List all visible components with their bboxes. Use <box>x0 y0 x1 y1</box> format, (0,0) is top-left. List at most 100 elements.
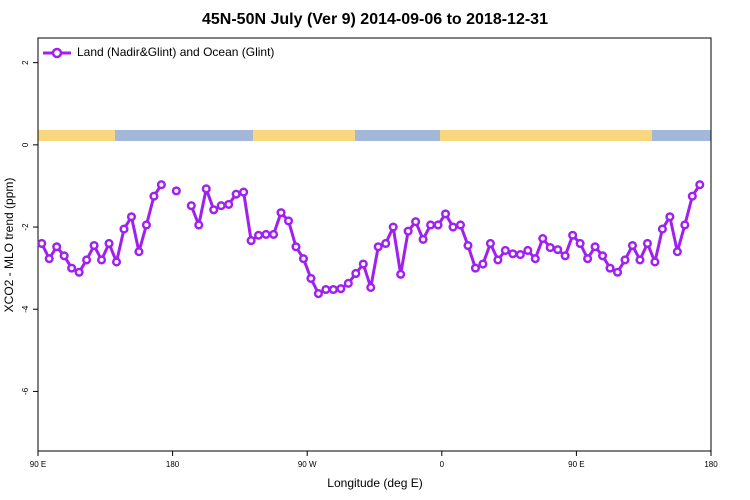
data-point <box>560 251 570 261</box>
data-point <box>545 243 555 253</box>
data-point <box>426 220 436 230</box>
data-point <box>216 201 226 211</box>
data-point <box>261 229 271 239</box>
data-point <box>635 255 645 265</box>
data-point <box>665 212 675 222</box>
x-tick-label: 90 W <box>298 460 317 469</box>
data-point <box>627 240 638 251</box>
y-tick-label: -6 <box>21 387 30 395</box>
data-point <box>119 224 129 234</box>
data-point <box>672 247 682 257</box>
legend-label: Land (Nadir&Glint) and Ocean (Glint) <box>77 45 274 59</box>
data-point <box>104 238 114 249</box>
data-point <box>298 254 309 264</box>
data-point <box>598 251 608 261</box>
data-point <box>306 273 316 283</box>
data-point <box>583 254 593 264</box>
data-point <box>37 238 47 249</box>
data-point <box>568 230 578 240</box>
x-tick-label: 90 E <box>568 460 584 469</box>
data-point <box>156 180 166 190</box>
data-point <box>44 254 54 264</box>
data-point <box>470 263 481 273</box>
data-point <box>553 245 563 255</box>
data-point <box>493 255 503 265</box>
data-point <box>538 233 548 244</box>
x-tick-label: 0 <box>440 460 445 469</box>
data-point <box>141 220 151 230</box>
data-point <box>134 247 144 257</box>
data-point <box>403 226 413 236</box>
y-tick-label: -2 <box>21 223 30 231</box>
data-point <box>575 238 585 249</box>
data-point <box>440 209 451 219</box>
legend-marker <box>51 47 63 59</box>
y-tick-label: -4 <box>21 305 30 313</box>
x-axis-label: Longitude (deg E) <box>327 476 422 490</box>
data-point <box>239 187 249 197</box>
y-tick-label: 2 <box>21 60 30 65</box>
data-point <box>650 257 660 267</box>
series-line <box>189 183 702 296</box>
data-point <box>620 255 630 265</box>
data-point <box>52 242 62 252</box>
data-point <box>59 251 69 261</box>
data-point <box>224 199 234 209</box>
data-point <box>126 212 137 222</box>
data-point <box>433 220 443 230</box>
data-point <box>246 236 256 246</box>
data-point <box>82 255 92 265</box>
data-point <box>515 250 525 260</box>
data-point <box>508 249 518 259</box>
data-point <box>209 205 219 215</box>
data-point <box>321 284 331 295</box>
data-point <box>657 224 667 234</box>
data-point <box>343 278 353 288</box>
data-point <box>186 201 196 211</box>
data-point <box>97 255 107 265</box>
data-point <box>523 245 533 256</box>
data-point <box>612 267 623 277</box>
data-point <box>269 229 279 239</box>
x-tick-label: 180 <box>704 460 718 469</box>
data-point <box>478 259 488 269</box>
data-point <box>605 263 615 273</box>
data-point <box>642 238 652 249</box>
data-point <box>411 217 421 227</box>
data-point <box>328 284 338 295</box>
data-point <box>291 242 301 252</box>
data-point <box>74 267 84 277</box>
data-point <box>455 220 466 230</box>
data-point <box>463 240 473 251</box>
data-point <box>680 220 690 230</box>
data-point <box>418 234 428 244</box>
data-point <box>313 289 323 299</box>
data-point <box>396 269 406 279</box>
data-point <box>67 263 77 273</box>
data-point <box>358 259 368 269</box>
data-point <box>336 284 346 294</box>
land-ocean-strip <box>38 130 711 141</box>
data-point <box>695 180 705 190</box>
data-point <box>485 238 495 249</box>
data-point <box>388 222 398 232</box>
data-point <box>366 282 376 292</box>
data-point <box>194 220 204 230</box>
x-tick-label: 180 <box>166 460 180 469</box>
x-tick-label: 90 E <box>30 460 46 469</box>
data-point <box>351 268 361 279</box>
data-point <box>276 208 286 218</box>
data-point <box>171 186 181 196</box>
data-point <box>590 242 600 252</box>
data-point <box>500 245 510 256</box>
chart-title: 45N-50N July (Ver 9) 2014-09-06 to 2018-… <box>202 11 548 28</box>
y-tick-label: 0 <box>21 142 30 147</box>
data-point <box>89 240 99 251</box>
data-point <box>231 189 241 199</box>
y-axis-label: XCO2 - MLO trend (ppm) <box>2 178 16 313</box>
data-point <box>254 230 264 240</box>
data-point <box>448 222 458 232</box>
data-point <box>201 184 211 194</box>
data-point <box>283 216 294 226</box>
